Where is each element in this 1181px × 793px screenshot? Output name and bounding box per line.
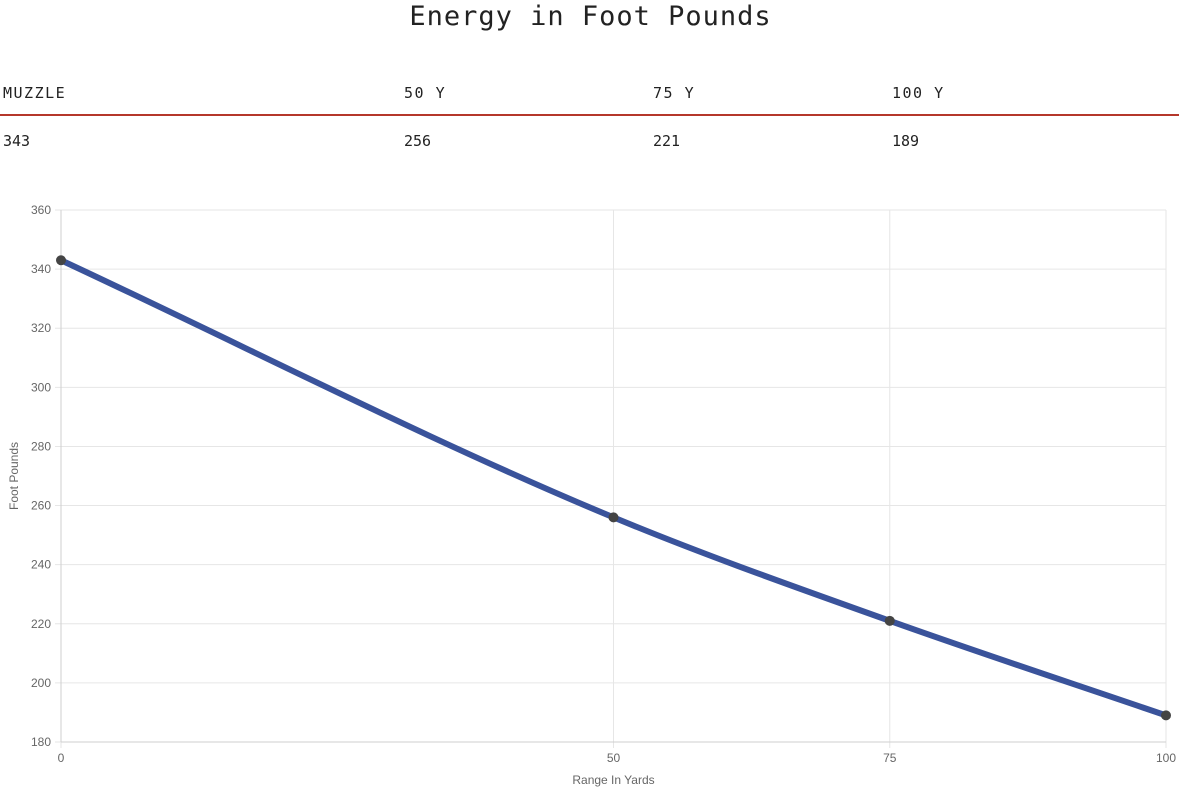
y-tick-label: 340 xyxy=(31,262,51,276)
x-tick-label: 75 xyxy=(883,751,897,765)
y-tick-label: 220 xyxy=(31,617,51,631)
table-cell-100y: 189 xyxy=(892,132,920,150)
y-tick-label: 260 xyxy=(31,499,51,513)
table-cell-50y: 256 xyxy=(404,132,432,150)
chart-axes xyxy=(60,210,1166,743)
table-header-75y: 75 Y xyxy=(653,84,696,102)
x-tick-label: 50 xyxy=(607,751,621,765)
table-header-muzzle: MUZZLE xyxy=(3,84,67,102)
table-cell-muzzle: 343 xyxy=(3,132,31,150)
y-axis-label: Foot Pounds xyxy=(7,442,21,510)
table-header-rule xyxy=(0,114,1179,116)
x-tick-label: 100 xyxy=(1156,751,1176,765)
y-tick-label: 200 xyxy=(31,676,51,690)
y-tick-labels: 360 340 320 300 280 260 240 220 200 180 xyxy=(31,203,51,749)
y-tick-label: 320 xyxy=(31,321,51,335)
y-tick-label: 280 xyxy=(31,439,51,453)
data-point xyxy=(608,512,619,523)
y-tick-label: 360 xyxy=(31,203,51,217)
y-tick-label: 180 xyxy=(31,735,51,749)
data-points xyxy=(56,255,1171,721)
data-point xyxy=(56,255,66,266)
chart-grid xyxy=(55,209,1167,748)
data-point xyxy=(1161,710,1171,721)
x-axis-label: Range In Yards xyxy=(572,773,654,787)
page-title: Energy in Foot Pounds xyxy=(409,1,772,32)
x-tick-label: 0 xyxy=(58,751,65,765)
energy-chart: 360 340 320 300 280 260 240 220 200 180 0 50 75 100 … xyxy=(0,195,1181,789)
table-header-100y: 100 Y xyxy=(892,84,945,102)
energy-table: MUZZLE 50 Y 75 Y 100 Y 343 256 221 189 xyxy=(0,78,1181,158)
y-tick-label: 240 xyxy=(31,558,51,572)
y-tick-label: 300 xyxy=(31,380,51,394)
x-tick-labels: 0 50 75 100 xyxy=(58,751,1177,765)
data-point xyxy=(884,615,895,626)
energy-series-line xyxy=(58,257,1169,719)
table-cell-75y: 221 xyxy=(653,132,681,150)
table-header-50y: 50 Y xyxy=(404,84,447,102)
